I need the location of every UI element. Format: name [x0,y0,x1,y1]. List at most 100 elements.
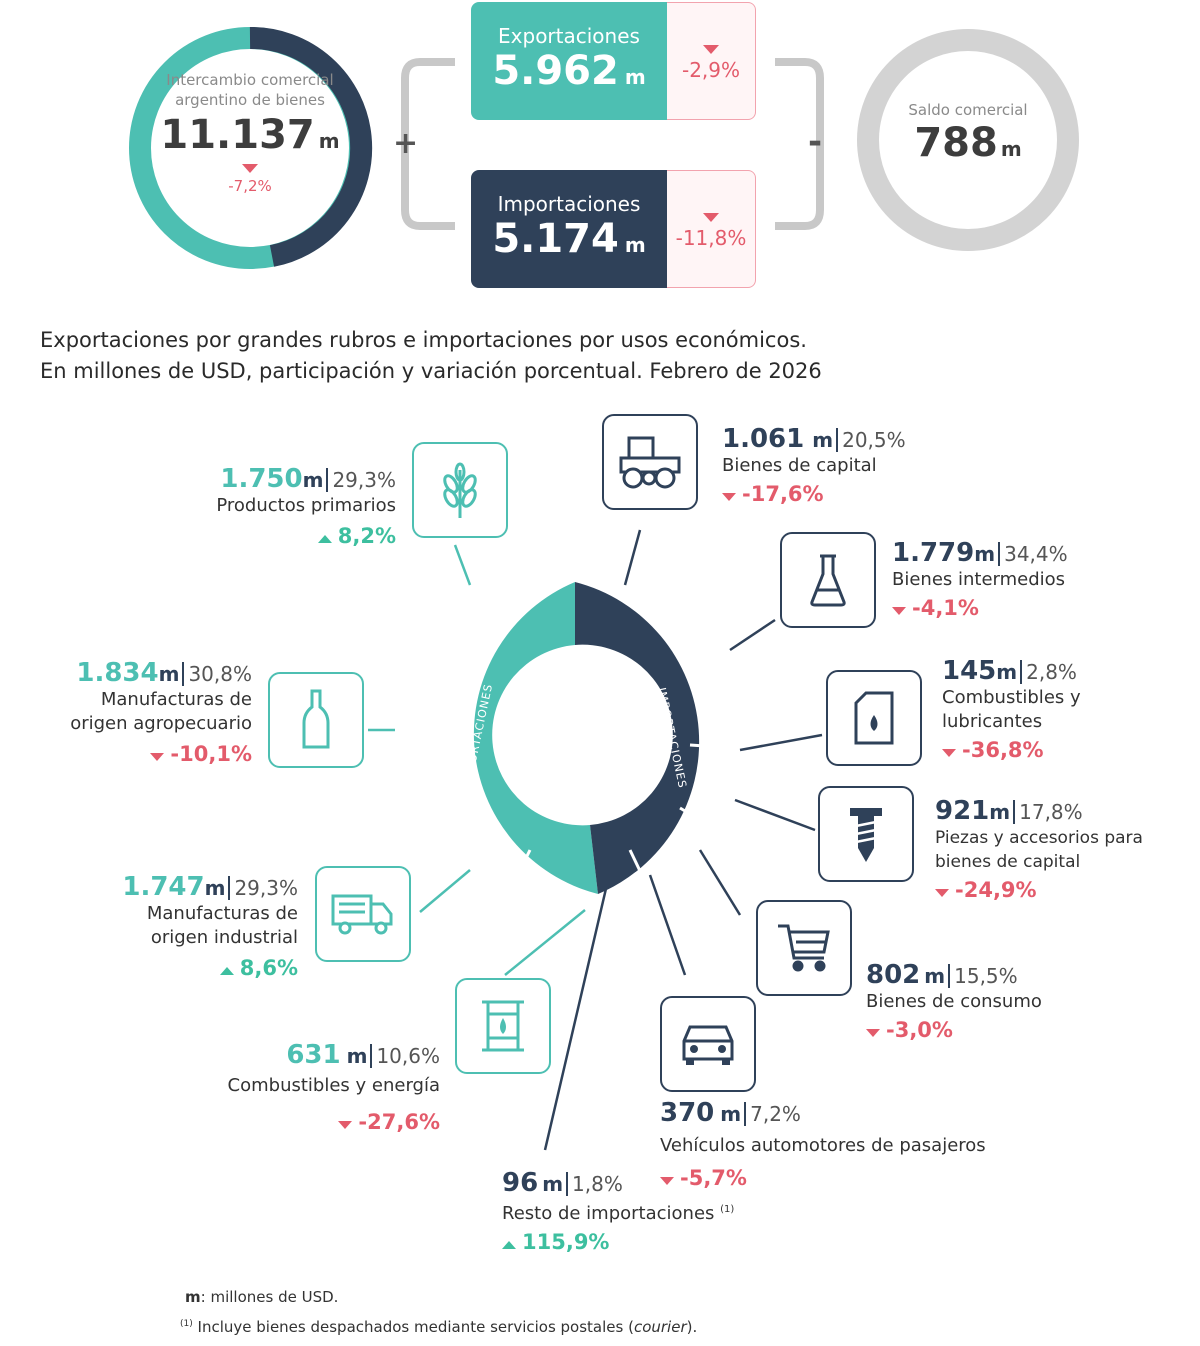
down-arrow-icon [703,213,719,222]
connector-bienes-intermedios [729,618,776,652]
down-arrow-icon [866,1028,880,1037]
value: 145 [942,656,997,686]
title-line-1: Exportaciones por grandes rubros e impor… [40,328,807,352]
note-m-key: m [185,1288,201,1306]
saldo-block: Saldo comercial 788 m [888,100,1048,166]
unit: m [346,1044,368,1068]
title-line-2: En millones de USD, participación y vari… [40,359,822,383]
category-combustibles-lubricantes: 145m 2,8% Combustibles y lubricantes -36,… [942,656,1192,762]
unit: m [542,1172,564,1196]
value: 370 [660,1098,715,1128]
name: Resto de importaciones (1) [502,1198,802,1226]
category-bienes-capital: 1.061 m 20,5% Bienes de capital -17,6% [722,424,982,506]
down-arrow-icon [150,752,165,761]
note-1-end: ). [686,1318,698,1336]
car-icon [660,996,756,1092]
share: 17,8% [1013,800,1083,824]
value: 1.750 [220,464,303,494]
category-moa: 1.834m 30,8% Manufacturas de origen agrop… [10,658,252,766]
footnote-ref: (1) [720,1204,735,1215]
unit: m [996,660,1018,684]
variation: -36,8% [962,738,1044,762]
plus-sign: + [393,126,419,161]
name: Productos primarios [216,495,396,516]
value: 1.834 [76,658,159,688]
truck-icon [315,866,411,962]
note-1-italic: courier [633,1318,687,1336]
variation: -24,9% [955,878,1037,902]
unit: m [158,662,180,686]
unit: m [302,468,324,492]
share: 15,5% [948,964,1018,988]
category-bienes-consumo: 802 m 15,5% Bienes de consumo -3,0% [866,960,1166,1042]
exportaciones-var-box: -2,9% [667,2,756,120]
category-combustibles-energia: 631 m 10,6% Combustibles y energía -27,6% [170,1040,440,1134]
variation: 115,9% [522,1230,610,1254]
down-arrow-icon [892,606,906,615]
variation: -3,0% [886,1018,953,1042]
left-bracket [401,58,455,230]
value: 96 [502,1168,539,1198]
connector-combustibles-energia [504,909,586,976]
wheat-icon [412,442,508,538]
exportaciones-label: Exportaciones [498,24,640,48]
connector-piezas [734,798,816,832]
name: Combustibles y energía [227,1075,440,1096]
category-bienes-intermedios: 1.779m 34,4% Bienes intermedios -4,1% [892,538,1172,620]
name-line-1: Piezas y accesorios para [935,828,1143,848]
down-arrow-icon [722,492,736,501]
donut-imports-segment [575,582,700,894]
note-units: m: millones de USD. [185,1288,338,1306]
category-productos-primarios: 1.750m 29,3% Productos primarios 8,2% [150,464,396,548]
up-arrow-icon [502,1240,516,1249]
saldo-unit: m [1000,137,1022,161]
intercambio-value: 11.137 [160,112,315,158]
connector-vehiculos [648,874,687,976]
name-line-2: origen agropecuario [70,713,252,734]
tractor-icon [602,414,698,510]
category-resto-importaciones: 96 m 1,8% Resto de importaciones (1) 115,9… [502,1168,802,1254]
unit: m [720,1102,742,1126]
variation: -5,7% [680,1166,747,1190]
name-line-1: Manufacturas de [146,903,298,924]
value: 1.747 [122,872,205,902]
variation: -10,1% [170,742,252,766]
share: 30,8% [182,662,252,686]
value: 631 [286,1040,341,1070]
cart-icon [756,900,852,996]
jerrycan-icon [826,670,922,766]
up-arrow-icon [317,534,332,543]
importaciones-var-box: -11,8% [667,170,756,288]
value: 921 [935,796,990,826]
category-moi: 1.747m 29,3% Manufacturas de origen indus… [50,872,298,980]
section-title: Exportaciones por grandes rubros e impor… [40,325,822,387]
name-line-2: origen industrial [150,927,298,948]
note-courier: (1) Incluye bienes despachados mediante … [180,1318,697,1336]
screw-icon [818,786,914,882]
connector-bienes-consumo [698,849,742,916]
name: Vehículos automotores de pasajeros [660,1135,986,1156]
minus-sign: - [808,122,823,162]
share: 29,3% [228,876,298,900]
unit: m [204,876,226,900]
down-arrow-icon [660,1176,674,1185]
down-arrow-icon [935,888,949,897]
donut-exports-segment [473,582,598,894]
importaciones-unit: m [624,233,646,257]
importaciones-var: -11,8% [675,226,747,250]
name-line-1: Combustibles y [942,687,1081,708]
share: 34,4% [998,542,1068,566]
intercambio-var: -7,2% [228,177,272,195]
intercambio-block: Intercambio comercial argentino de biene… [150,70,350,195]
unit: m [974,542,996,566]
name-text: Resto de importaciones [502,1203,715,1224]
connector-productos-primarios [453,544,472,586]
oil-barrel-icon [455,978,551,1074]
donut-hole [493,656,657,820]
down-arrow-icon [338,1120,353,1129]
category-vehiculos: 370 m 7,2% Vehículos automotores de pasaje… [660,1098,1060,1190]
share: 2,8% [1020,660,1077,684]
up-arrow-icon [219,966,234,975]
saldo-ring [857,29,1079,251]
note-1-text: Incluye bienes despachados mediante serv… [197,1318,634,1336]
